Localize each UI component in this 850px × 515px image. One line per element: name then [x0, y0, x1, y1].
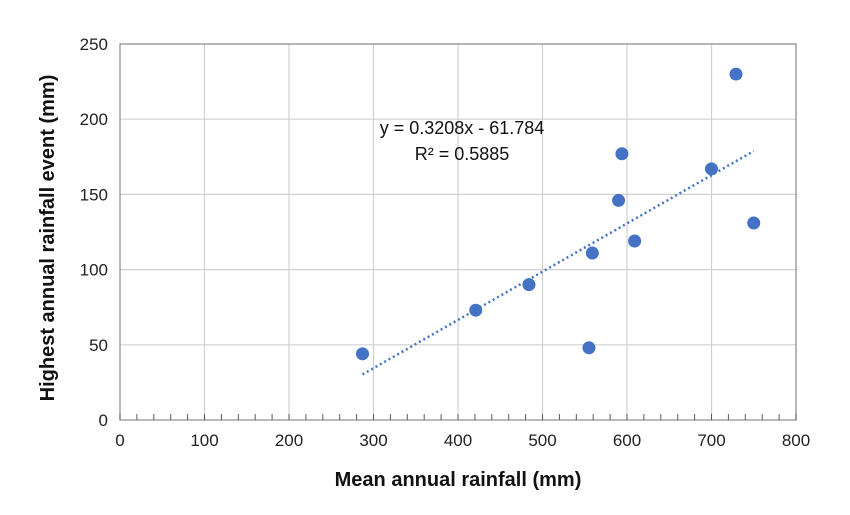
trendline: [361, 149, 755, 376]
y-tick-label: 100: [80, 261, 108, 280]
y-tick-label: 50: [89, 336, 108, 355]
grid-lines: [120, 43, 797, 420]
y-axis-title: Highest annual rainfall event (mm): [37, 75, 59, 402]
x-tick-label: 700: [697, 431, 725, 450]
y-tick-label: 200: [80, 110, 108, 129]
x-tick-label: 0: [115, 431, 124, 450]
data-point: [612, 193, 626, 207]
x-tick-label: 400: [444, 431, 472, 450]
data-point: [356, 347, 370, 361]
data-point: [582, 341, 596, 355]
x-axis-title: Mean annual rainfall (mm): [335, 469, 582, 491]
trendline-r-squared: R² = 0.5885: [415, 144, 510, 164]
data-points: [356, 67, 761, 361]
x-tick-label: 200: [275, 431, 303, 450]
x-tick-label: 500: [528, 431, 556, 450]
data-point: [522, 278, 536, 292]
trendline-equation: y = 0.3208x - 61.784: [380, 118, 545, 138]
data-point: [615, 147, 629, 161]
data-point: [585, 246, 599, 260]
data-point: [747, 216, 761, 230]
data-point: [705, 162, 718, 176]
x-tick-label: 300: [359, 431, 387, 450]
y-tick-label: 0: [99, 411, 108, 430]
y-axis-tick-labels: 0 50 100 150 200 250: [80, 35, 108, 430]
x-tick-label: 100: [190, 431, 218, 450]
x-axis-minor-ticks: [119, 414, 797, 420]
x-tick-label: 600: [613, 431, 641, 450]
y-tick-label: 150: [80, 185, 108, 204]
data-point: [628, 234, 642, 248]
x-tick-label: 800: [782, 431, 810, 450]
data-point: [469, 303, 483, 317]
y-tick-label: 250: [80, 35, 108, 54]
x-axis-tick-labels: 0 100 200 300 400 500 600 700 800: [115, 431, 810, 450]
data-point: [729, 67, 743, 81]
